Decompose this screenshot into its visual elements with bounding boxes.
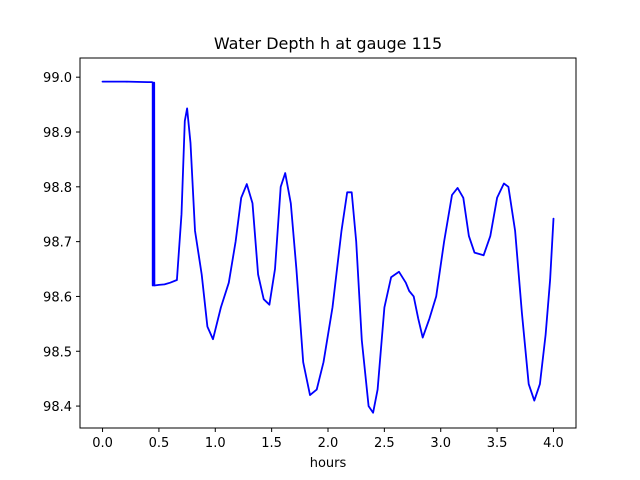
series-line <box>101 80 555 414</box>
x-tick-label: 3.5 <box>487 436 508 451</box>
x-tick-label: 3.0 <box>430 436 451 451</box>
x-tick-label: 2.5 <box>374 436 395 451</box>
x-axis-label: hours <box>310 456 347 471</box>
x-tick-label: 0.0 <box>92 436 113 451</box>
x-axis: 0.0 0.5 1.0 1.5 2.0 2.5 3.0 3.5 4.0 <box>92 428 564 451</box>
chart-title: Water Depth h at gauge 115 <box>214 34 442 53</box>
y-tick-label: 98.9 <box>43 126 72 141</box>
y-axis: 98.4 98.5 98.6 98.7 98.8 98.9 99.0 <box>43 71 80 415</box>
x-tick-label: 0.5 <box>149 436 170 451</box>
y-tick-label: 98.4 <box>43 400 72 415</box>
y-tick-label: 98.6 <box>43 290 72 305</box>
x-tick-label: 1.0 <box>205 436 226 451</box>
y-tick-label: 98.8 <box>43 181 72 196</box>
y-tick-label: 99.0 <box>43 71 72 86</box>
series-layer <box>101 80 555 414</box>
x-tick-label: 2.0 <box>318 436 339 451</box>
x-tick-label: 1.5 <box>261 436 282 451</box>
y-tick-label: 98.7 <box>43 236 72 251</box>
y-tick-label: 98.5 <box>43 345 72 360</box>
x-tick-label: 4.0 <box>543 436 564 451</box>
